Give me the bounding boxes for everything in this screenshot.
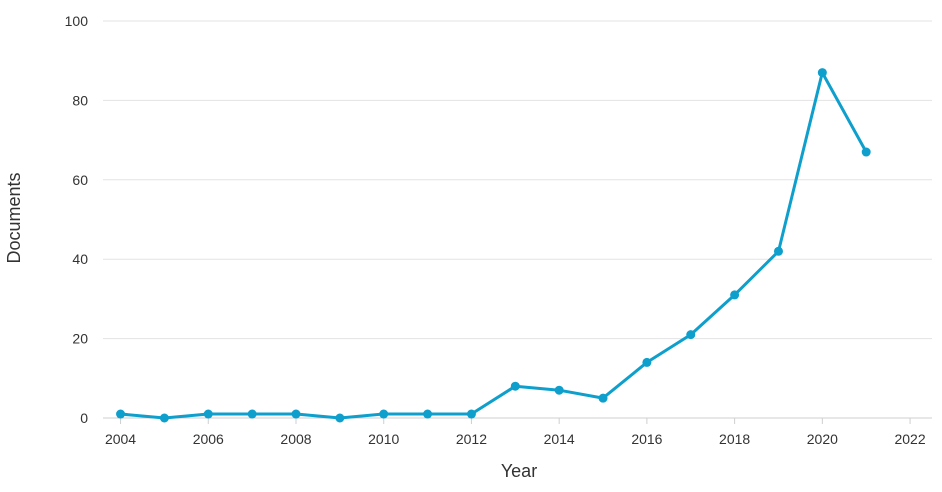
- data-point-2006: [203, 409, 213, 419]
- x-tick-label-2012: 2012: [456, 431, 487, 447]
- y-tick-label-80: 80: [72, 92, 88, 108]
- data-point-2007: [247, 409, 257, 419]
- x-tick-label-2006: 2006: [193, 431, 224, 447]
- data-point-2015: [598, 393, 608, 403]
- y-tick-label-60: 60: [72, 172, 88, 188]
- gridlines: [103, 20, 932, 419]
- data-point-2008: [291, 409, 301, 419]
- data-point-2020: [817, 68, 827, 78]
- data-point-2021: [861, 147, 871, 157]
- x-tick-label-2020: 2020: [807, 431, 838, 447]
- y-tick-label-0: 0: [80, 410, 88, 426]
- data-point-2009: [335, 413, 345, 423]
- x-tick-label-2004: 2004: [105, 431, 136, 447]
- x-axis-ticks: 2004 2006 2008 2010 2012 2014 2016 2018 2020 2022: [105, 418, 926, 447]
- y-axis-title: Documents: [4, 172, 24, 263]
- x-tick-label-2014: 2014: [544, 431, 575, 447]
- y-tick-label-40: 40: [72, 251, 88, 267]
- y-tick-label-20: 20: [72, 331, 88, 347]
- data-point-2019: [773, 246, 783, 256]
- x-tick-label-2018: 2018: [719, 431, 750, 447]
- data-point-2011: [423, 409, 433, 419]
- y-tick-label-100: 100: [65, 13, 89, 29]
- data-point-2013: [510, 381, 520, 391]
- data-point-2018: [730, 290, 740, 300]
- x-axis-title: Year: [501, 461, 537, 481]
- x-tick-label-2022: 2022: [894, 431, 925, 447]
- data-point-2012: [466, 409, 476, 419]
- data-point-2014: [554, 385, 564, 395]
- series-line-0: [119, 71, 868, 420]
- data-point-2004: [116, 409, 126, 419]
- x-tick-label-2008: 2008: [280, 431, 311, 447]
- x-tick-label-2010: 2010: [368, 431, 399, 447]
- x-tick-label-2016: 2016: [631, 431, 662, 447]
- data-point-2016: [642, 357, 652, 367]
- data-point-2005: [159, 413, 169, 423]
- data-point-2017: [686, 330, 696, 340]
- series-group: [116, 68, 871, 423]
- data-point-2010: [379, 409, 389, 419]
- y-axis-ticks: 0 20 40 60 80 100: [65, 13, 89, 426]
